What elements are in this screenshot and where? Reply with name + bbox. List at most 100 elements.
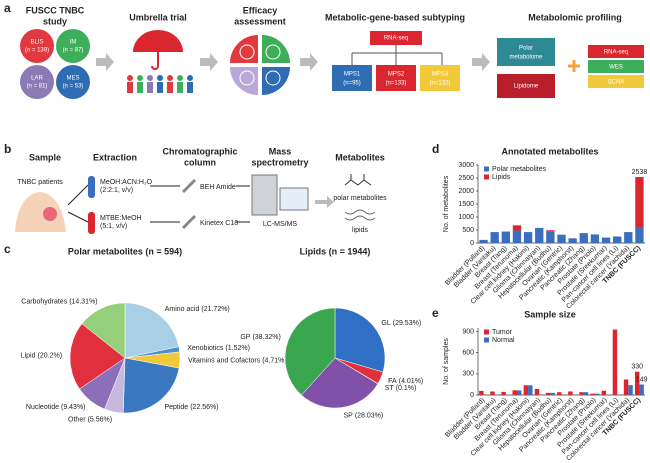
bar [523, 232, 533, 243]
tree-lines [351, 45, 443, 65]
bar [501, 231, 511, 243]
flow-line [67, 184, 89, 223]
slice-value: (20.2%) [38, 352, 63, 359]
bar [579, 392, 584, 395]
solvent-label: MeOH:ACN:H₂O [100, 179, 153, 186]
slice-value: (28.03%) [355, 412, 383, 419]
slice-value: (29.53%) [393, 320, 421, 327]
subtype-circle [20, 65, 54, 99]
step-title: assessment [234, 16, 286, 26]
step-header: Mass [269, 146, 292, 156]
y-tick-label: 0 [470, 240, 474, 247]
step-title: Umbrella trial [129, 12, 187, 22]
slice-name: FA [388, 378, 397, 385]
value-label: 149 [636, 376, 648, 383]
slice-name: Amino acid [165, 306, 200, 313]
subtype-circle [20, 29, 54, 63]
bar [624, 232, 633, 243]
bar [612, 329, 618, 395]
mps-box [420, 65, 460, 91]
bar [501, 391, 506, 395]
bar [546, 230, 555, 232]
bar [490, 391, 495, 395]
plus-icon [568, 60, 580, 72]
product-label: lipids [352, 227, 368, 234]
ms-icon [251, 174, 278, 216]
subtype-name: BLIS [30, 40, 43, 46]
bar [635, 227, 644, 243]
solvent-label: (2:2:1, v/v) [100, 187, 133, 194]
box-label: Lipidome [514, 84, 539, 90]
bar [628, 385, 633, 395]
omics-box [588, 60, 644, 73]
step-header: Chromatographic [162, 146, 237, 156]
slice-label: GL (29.53%) [381, 320, 421, 327]
panel-label: c [4, 242, 11, 256]
slice-label: Xenobiotics (1.52%) [187, 345, 250, 352]
panel-label: a [4, 1, 11, 15]
bar [623, 379, 629, 395]
slice-value: (9.43%) [61, 404, 86, 411]
panel-label: e [432, 306, 439, 320]
subtype-circle [56, 29, 90, 63]
slice-name: Xenobiotics [187, 345, 224, 352]
y-tick-label: 600 [462, 350, 474, 357]
panel-label: d [432, 142, 439, 156]
solvent-label: MTBE:MeOH [100, 215, 142, 222]
mps-name: MPS3 [432, 72, 449, 78]
flow-line [236, 185, 250, 223]
slice-label: Nucleotide (9.43%) [26, 404, 86, 411]
y-tick-label: 3000 [458, 162, 474, 169]
slice-name: Carbohydrates [21, 298, 67, 305]
bar [550, 392, 555, 395]
legend-label: Polar metabolites [492, 166, 547, 173]
rnaseq-box [370, 31, 422, 45]
column-icon [181, 178, 197, 230]
slice-value: (5.56%) [88, 417, 113, 424]
subtype-n: (n = 81) [27, 84, 48, 90]
box-label: RNA-seq [384, 36, 408, 42]
slice-name: Lipid [21, 352, 36, 359]
bar [479, 239, 488, 243]
slice-value: (4.01%) [399, 378, 424, 385]
step-header: Sample [29, 152, 61, 162]
umbrella-icon [133, 30, 183, 52]
ms-screen [279, 187, 309, 211]
subtype-name: MES [66, 76, 79, 82]
bar [479, 390, 484, 395]
total-label: 2538 [632, 169, 648, 176]
pie-slice [81, 302, 126, 359]
bar [512, 225, 522, 231]
legend-swatch [484, 337, 489, 343]
subtype-name: IM [70, 40, 77, 46]
slice-name: SP [343, 412, 353, 419]
box-label: RNA-seq [604, 50, 628, 56]
column-label: Kinetex C18 [200, 220, 238, 227]
arrow [300, 53, 318, 71]
subtype-circle [56, 65, 90, 99]
arrow [472, 53, 490, 71]
chart-title: Polar metabolites (n = 594) [68, 246, 182, 256]
slice-label: SP (28.03%) [343, 412, 383, 419]
slice-label: Carbohydrates (14.31%) [21, 298, 97, 305]
omics-box [588, 45, 644, 58]
slice-name: GP [240, 334, 250, 341]
molecule-icon [344, 174, 372, 186]
step-title: Metabolic-gene-based subtyping [325, 12, 465, 22]
step-header: spectrometry [251, 157, 308, 167]
metabolome-box [497, 38, 555, 66]
tube-icon [88, 176, 95, 198]
bar [635, 177, 644, 228]
legend-label: Tumor [492, 329, 513, 336]
bar [512, 230, 522, 243]
slice-name: GL [381, 320, 390, 327]
slice-label: GP (38.32%) [240, 334, 281, 341]
bar [583, 392, 589, 395]
subtype-n: (n = 53) [63, 84, 84, 90]
bar [568, 238, 577, 243]
chart-title: Sample size [524, 309, 576, 319]
subtype-n: (n = 139) [25, 48, 49, 54]
column-label: BEH Amide [200, 184, 236, 191]
slice-value: (14.31%) [69, 298, 97, 305]
